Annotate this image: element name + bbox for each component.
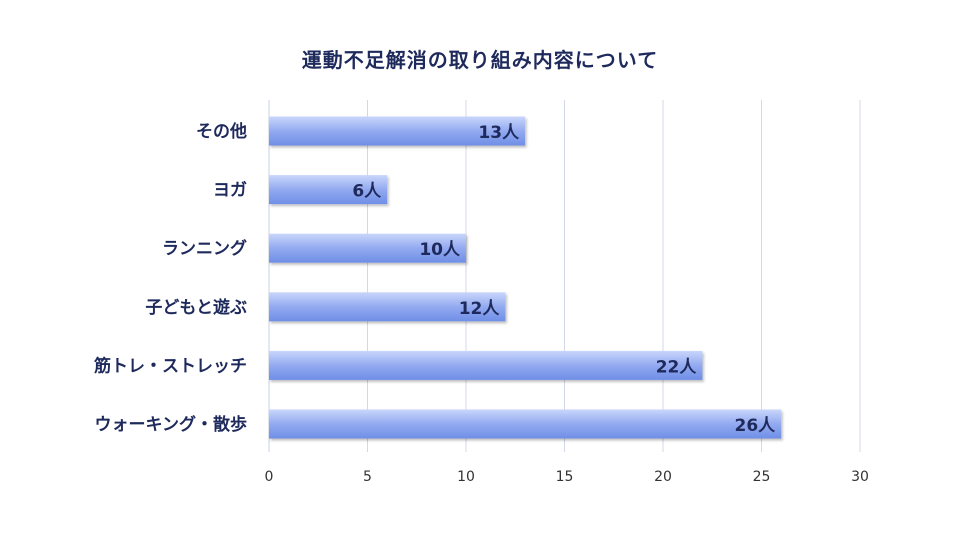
- x-tick-label: 20: [654, 469, 672, 485]
- data-label: 10人: [419, 240, 461, 260]
- x-tick-label: 30: [851, 469, 869, 485]
- data-label: 22人: [656, 357, 698, 377]
- x-tick-label: 10: [457, 469, 475, 485]
- data-label: 13人: [478, 123, 520, 143]
- bar: [269, 175, 388, 205]
- data-label: 12人: [459, 299, 501, 319]
- data-label: 26人: [735, 416, 777, 436]
- gridlines: [268, 100, 861, 452]
- x-tick-label: 15: [556, 469, 574, 485]
- x-tick-label: 0: [265, 469, 274, 485]
- bar: [269, 233, 466, 263]
- bar: [269, 350, 703, 380]
- data-label: 6人: [352, 182, 382, 202]
- x-tick-label: 25: [753, 469, 771, 485]
- category-label: ランニング: [162, 238, 247, 259]
- bar: [269, 116, 526, 146]
- category-label: その他: [196, 121, 247, 142]
- category-label: ウォーキング・散歩: [95, 414, 248, 435]
- category-label: 筋トレ・ストレッチ: [93, 355, 247, 376]
- category-label: ヨガ: [213, 181, 247, 201]
- chart-title: 運動不足解消の取り組み内容について: [301, 48, 659, 72]
- bars: [269, 116, 782, 439]
- bar: [269, 409, 782, 439]
- category-label: 子どもと遊ぶ: [145, 297, 247, 318]
- x-tick-label: 5: [363, 469, 372, 485]
- bar: [269, 292, 506, 322]
